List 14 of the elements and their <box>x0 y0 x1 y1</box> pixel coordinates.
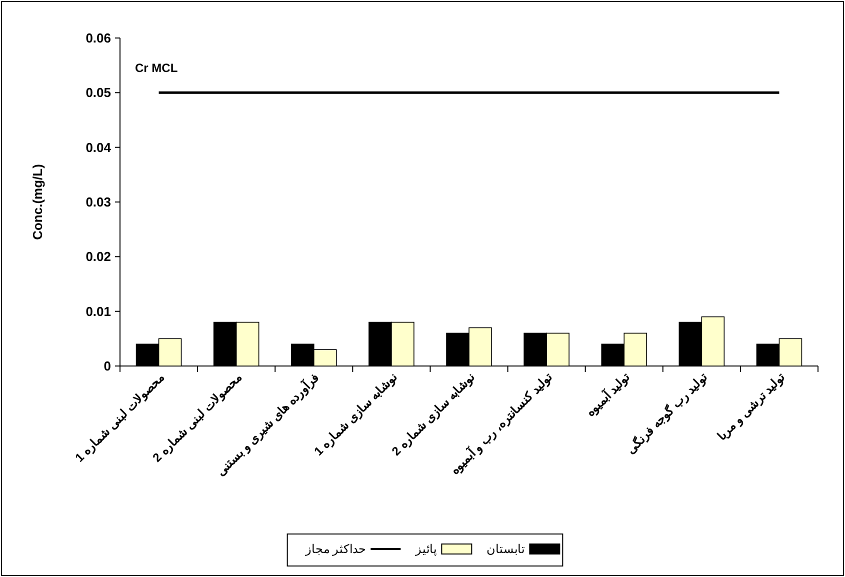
x-tick-label: تولید ترشی و مربا <box>714 370 789 444</box>
y-tick-label: 0.01 <box>86 304 111 319</box>
annotation: Cr MCL <box>135 61 178 75</box>
y-tick-label: 0.06 <box>86 30 111 46</box>
y-tick-label: 0 <box>104 358 111 374</box>
legend-label: پائیز <box>414 542 437 556</box>
y-tick-label: 0.03 <box>86 194 111 210</box>
legend-label: حداکثر مجاز <box>304 542 366 556</box>
legend-label: تابستان <box>486 542 525 556</box>
x-tick-label: تولید آبمیوه <box>582 368 634 420</box>
y-tick-label: 0.05 <box>86 85 111 100</box>
y-axis-title: Conc.(mg/L) <box>30 164 45 240</box>
y-tick-label: 0.04 <box>86 140 112 155</box>
y-tick-label: 0.02 <box>86 249 111 264</box>
